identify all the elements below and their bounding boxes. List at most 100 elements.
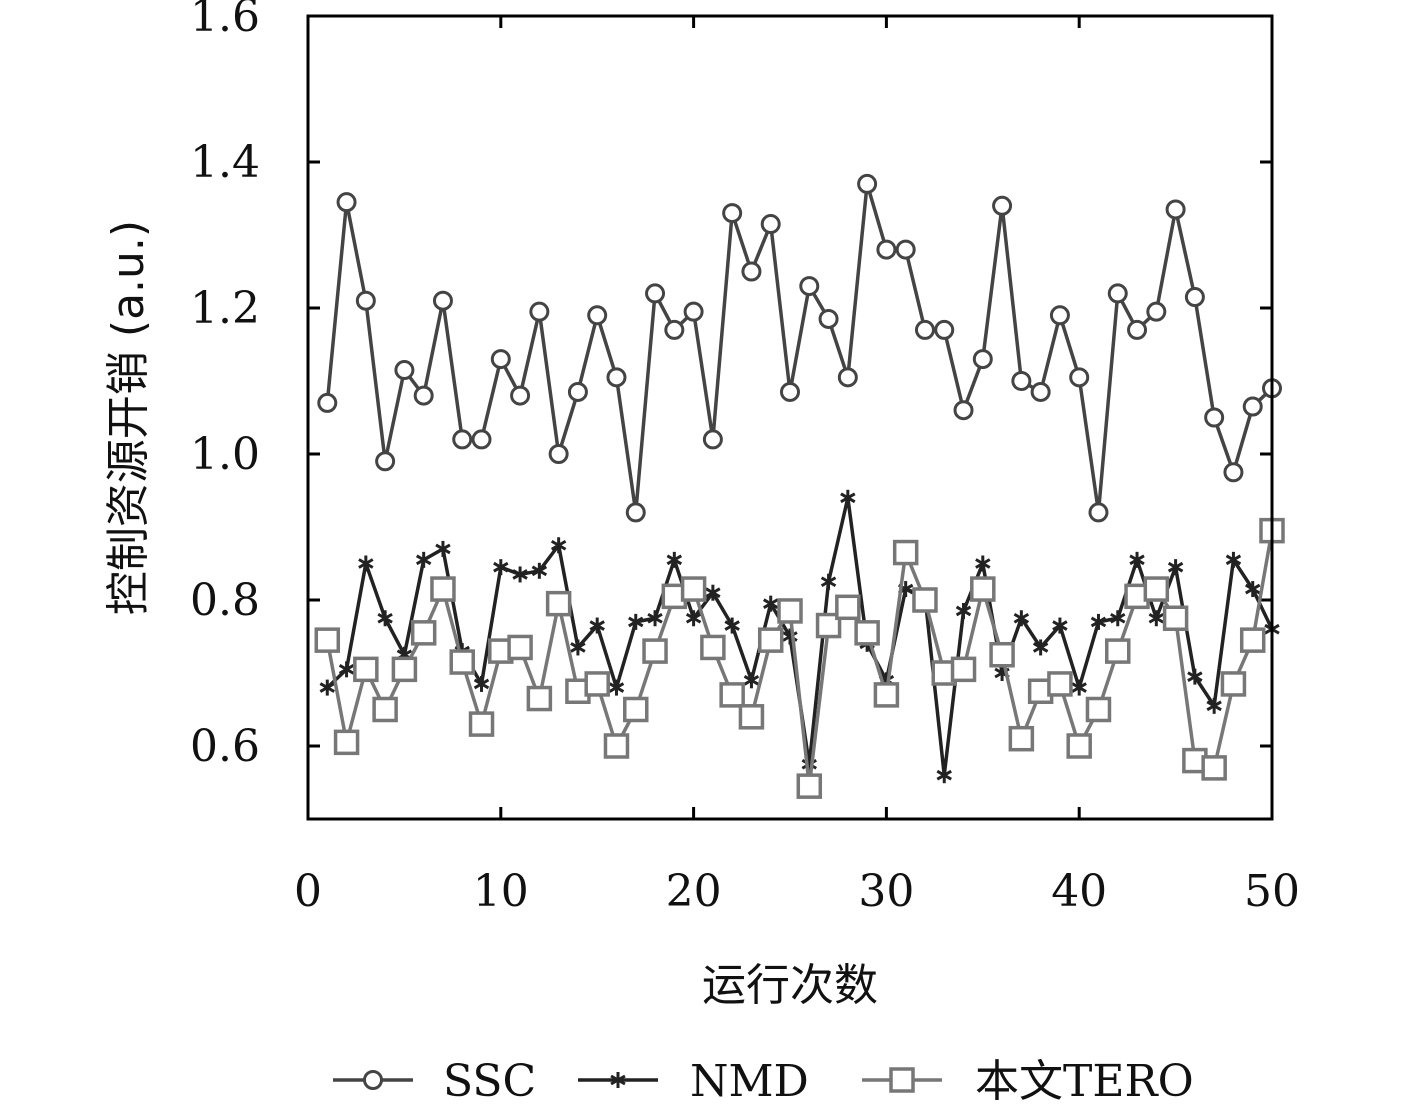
data-point bbox=[336, 192, 357, 213]
data-point bbox=[391, 656, 418, 683]
data-point bbox=[873, 682, 900, 708]
data-point bbox=[493, 559, 509, 576]
series-layer bbox=[314, 173, 1285, 799]
data-point bbox=[432, 290, 453, 311]
data-point bbox=[724, 617, 740, 634]
data-point bbox=[912, 587, 938, 613]
data-point bbox=[529, 301, 550, 322]
data-point bbox=[1220, 671, 1247, 697]
data-point bbox=[473, 675, 490, 692]
data-point bbox=[468, 711, 495, 737]
data-point bbox=[757, 627, 784, 653]
legend-item: NMD bbox=[578, 1056, 809, 1107]
data-point bbox=[950, 656, 977, 683]
series-2 bbox=[314, 517, 1285, 799]
legend-label: SSC bbox=[443, 1056, 536, 1107]
data-point bbox=[700, 634, 726, 661]
data-point bbox=[531, 562, 548, 579]
axis-ticks bbox=[306, 14, 1274, 819]
data-point bbox=[1030, 381, 1051, 402]
data-point bbox=[837, 367, 858, 388]
data-point bbox=[587, 305, 608, 326]
data-point bbox=[1187, 668, 1203, 685]
data-point bbox=[377, 610, 393, 627]
x-axis-title: 运行次数 bbox=[702, 960, 878, 1011]
data-point bbox=[743, 672, 760, 689]
data-point bbox=[780, 381, 800, 402]
legend: SSC NMD 本文TERO bbox=[333, 1056, 1194, 1107]
data-point bbox=[972, 349, 993, 370]
data-point bbox=[415, 551, 432, 568]
data-point bbox=[953, 400, 974, 421]
data-point bbox=[738, 704, 765, 730]
data-point bbox=[570, 639, 586, 656]
data-point bbox=[319, 679, 335, 696]
data-point bbox=[683, 301, 704, 322]
data-point bbox=[610, 1072, 626, 1088]
series-1 bbox=[319, 489, 1280, 784]
data-point bbox=[567, 381, 588, 402]
data-point bbox=[685, 610, 702, 627]
data-point bbox=[647, 610, 663, 627]
data-point bbox=[603, 733, 630, 759]
plot-frame bbox=[306, 14, 1274, 821]
data-point bbox=[1090, 613, 1107, 630]
data-point bbox=[722, 203, 743, 224]
data-point bbox=[1223, 462, 1244, 483]
data-point bbox=[1110, 610, 1126, 627]
data-point bbox=[1225, 551, 1242, 568]
data-point bbox=[1143, 576, 1170, 602]
data-point bbox=[363, 1070, 383, 1090]
data-point bbox=[1239, 627, 1266, 653]
x-tick-label: 50 bbox=[1244, 866, 1300, 917]
data-point bbox=[584, 671, 610, 697]
data-point bbox=[358, 555, 374, 572]
data-point bbox=[512, 566, 528, 583]
data-point bbox=[1206, 697, 1222, 714]
data-point bbox=[471, 429, 492, 450]
legend-item: SSC bbox=[333, 1056, 536, 1107]
data-point bbox=[608, 679, 625, 696]
data-point bbox=[372, 696, 398, 723]
data-point bbox=[1032, 639, 1049, 656]
data-point bbox=[1127, 319, 1148, 340]
data-point bbox=[435, 540, 451, 557]
data-point bbox=[840, 489, 856, 506]
x-tick-labels: 0 10 20 30 40 50 bbox=[294, 866, 1300, 917]
x-tick-label: 40 bbox=[1051, 866, 1107, 917]
data-point bbox=[1184, 287, 1205, 308]
y-tick-label: 1.6 bbox=[190, 0, 260, 42]
data-point bbox=[705, 584, 721, 601]
data-point bbox=[510, 385, 531, 406]
data-point bbox=[1165, 199, 1186, 220]
data-point bbox=[338, 661, 355, 678]
y-tick-label: 1.4 bbox=[190, 137, 260, 188]
data-point bbox=[1146, 301, 1167, 322]
data-point bbox=[1011, 371, 1032, 391]
data-point bbox=[914, 319, 935, 340]
data-point bbox=[876, 239, 897, 260]
data-point bbox=[317, 392, 338, 413]
data-point bbox=[1162, 605, 1189, 631]
data-point bbox=[526, 685, 553, 712]
data-point bbox=[818, 308, 839, 329]
data-point bbox=[645, 283, 666, 304]
data-point bbox=[680, 576, 707, 602]
data-point bbox=[989, 642, 1015, 668]
data-point bbox=[719, 682, 745, 708]
data-point bbox=[1129, 551, 1145, 568]
y-tick-label: 0.8 bbox=[190, 575, 260, 626]
data-point bbox=[889, 1067, 915, 1093]
data-point bbox=[1201, 755, 1227, 781]
data-point bbox=[796, 773, 823, 799]
data-point bbox=[413, 385, 434, 406]
legend-label: 本文TERO bbox=[975, 1056, 1194, 1107]
data-point bbox=[763, 595, 779, 612]
data-point bbox=[550, 537, 567, 554]
x-tick-label: 0 bbox=[294, 866, 322, 917]
data-point bbox=[1013, 610, 1030, 627]
x-tick-label: 30 bbox=[858, 866, 914, 917]
data-point bbox=[449, 649, 475, 675]
data-point bbox=[333, 729, 360, 756]
data-point bbox=[1242, 396, 1263, 417]
